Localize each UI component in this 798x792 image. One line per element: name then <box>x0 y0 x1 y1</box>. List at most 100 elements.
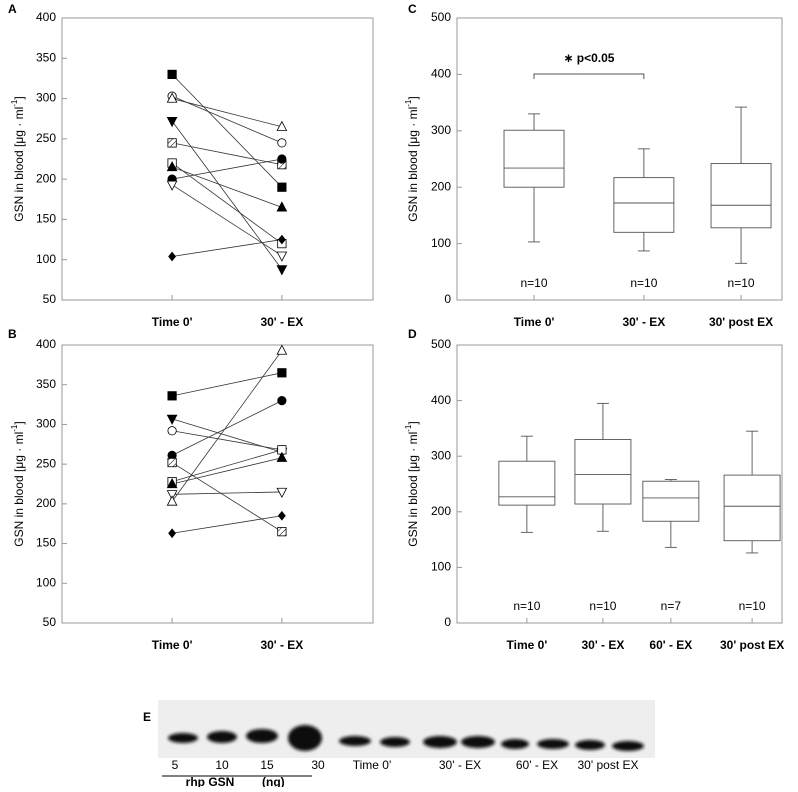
marker <box>277 395 287 406</box>
significance-label: ∗ p<0.05 <box>563 51 614 65</box>
lane-label: 5 <box>172 758 179 772</box>
y-tick-label: 400 <box>36 337 56 351</box>
marker <box>277 527 287 537</box>
y-axis-label-text: GSN in blood [μg · ml <box>12 432 26 547</box>
standard-unit: (ng) <box>262 775 285 787</box>
blot-bands <box>168 725 644 751</box>
n-label: n=10 <box>739 599 766 613</box>
y-tick-label: 500 <box>431 10 451 24</box>
x-tick-label: 30' - EX <box>260 315 303 329</box>
y-tick-label: 100 <box>431 236 451 250</box>
box <box>613 177 675 233</box>
x-tick-label: Time 0' <box>507 638 548 652</box>
y-tick-label: 300 <box>431 123 451 137</box>
marker <box>276 265 288 276</box>
y-axis-label: GSN in blood [μg · ml-1] <box>404 96 420 221</box>
panel-label: C <box>408 2 417 16</box>
n-label: n=10 <box>513 599 540 613</box>
subject-line <box>171 350 283 502</box>
y-tick-label: 400 <box>431 393 451 407</box>
y-tick-label: 100 <box>36 575 56 589</box>
y-axis-label: GSN in blood [μg · ml-1] <box>10 421 26 546</box>
marker <box>166 490 178 501</box>
y-tick-label: 150 <box>36 536 56 550</box>
y-tick-label: 300 <box>431 448 451 462</box>
subject-line <box>171 166 283 208</box>
marker <box>167 391 177 401</box>
y-axis-label-sup: -1 <box>404 99 413 107</box>
marker <box>166 495 178 506</box>
y-tick-label: 50 <box>43 292 57 306</box>
x-tick-label: 30' - EX <box>622 315 665 329</box>
marker <box>277 182 287 192</box>
y-tick-label: 300 <box>36 91 56 105</box>
standard-label: rhp GSN <box>186 775 235 787</box>
subject-line <box>172 457 282 485</box>
y-axis-label-sup: -1 <box>404 424 413 432</box>
y-axis-label-text: GSN in blood [μg · ml <box>406 432 420 547</box>
plot-frame <box>456 344 783 624</box>
y-tick-label: 50 <box>43 615 57 629</box>
box <box>723 474 781 542</box>
x-tick-label: Time 0' <box>152 638 193 652</box>
subject-line <box>171 120 283 270</box>
y-axis-label-text: GSN in blood [μg · ml <box>12 107 26 222</box>
marker <box>166 92 178 103</box>
subject-line <box>172 239 282 257</box>
y-tick-label: 250 <box>36 131 56 145</box>
lane-label: 30' - EX <box>439 758 481 772</box>
subject-line <box>172 515 282 534</box>
subject-line <box>172 491 282 495</box>
band <box>461 736 495 748</box>
y-tick-label: 0 <box>444 615 451 629</box>
marker <box>167 69 177 79</box>
subject-line <box>171 74 283 188</box>
marker <box>167 138 177 148</box>
y-tick-label: 400 <box>36 10 56 24</box>
x-tick-label: Time 0' <box>514 315 555 329</box>
marker <box>166 117 178 128</box>
subject-line <box>172 142 282 166</box>
subject-line <box>171 462 283 532</box>
marker <box>166 414 178 425</box>
plot-frame <box>456 17 783 301</box>
n-label: n=10 <box>728 276 755 290</box>
box <box>574 439 632 505</box>
marker <box>276 251 288 262</box>
subject-line <box>171 98 282 128</box>
lane-label: 15 <box>260 758 274 772</box>
marker <box>166 477 178 489</box>
lane-label: 30 <box>311 758 325 772</box>
y-tick-label: 200 <box>36 496 56 510</box>
band <box>168 733 198 743</box>
y-tick-label: 200 <box>431 179 451 193</box>
subject-line <box>172 158 282 180</box>
lane-label: 30' post EX <box>578 758 639 772</box>
panel-label: B <box>8 327 17 341</box>
band <box>575 740 605 750</box>
y-tick-label: 200 <box>431 504 451 518</box>
marker <box>277 368 287 378</box>
marker <box>276 451 288 462</box>
panel-label: A <box>8 2 17 16</box>
band <box>423 736 457 748</box>
lane-label: 10 <box>215 758 229 772</box>
box <box>503 129 565 188</box>
marker <box>277 154 287 164</box>
band <box>501 739 529 749</box>
panel-label: E <box>143 710 151 724</box>
x-tick-label: 30' post EX <box>709 315 773 329</box>
band <box>612 741 644 751</box>
subject-line <box>171 184 283 257</box>
x-tick-label: 30' - EX <box>581 638 624 652</box>
subject-line <box>171 95 283 144</box>
plot-frame <box>61 344 374 624</box>
band <box>339 736 371 746</box>
y-tick-label: 0 <box>444 292 451 306</box>
lane-label: 60' - EX <box>516 758 558 772</box>
band <box>207 731 237 743</box>
marker <box>168 251 177 262</box>
subject-line <box>171 162 283 244</box>
y-tick-label: 150 <box>36 212 56 226</box>
